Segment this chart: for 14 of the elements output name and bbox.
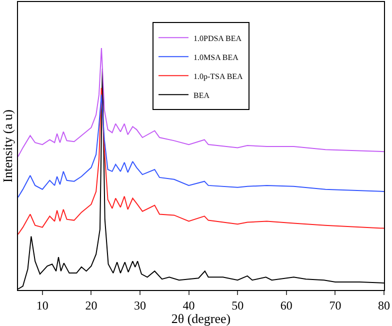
y-axis-title: Intensity (a u) <box>0 110 15 182</box>
x-tick-label: 40 <box>182 298 195 312</box>
x-tick-label: 70 <box>329 298 342 312</box>
x-tick-label: 50 <box>232 298 244 312</box>
legend-label: 1.0MSA BEA <box>194 52 239 62</box>
x-tick-label: 80 <box>378 298 390 312</box>
x-axis-title: 2θ (degree) <box>171 311 231 326</box>
legend-label: 1.0p-TSA BEA <box>194 72 244 81</box>
x-tick-label: 60 <box>280 298 292 312</box>
x-tick-label: 30 <box>134 298 146 312</box>
legend-label: BEA <box>194 90 210 100</box>
x-tick-label: 10 <box>36 298 48 312</box>
legend-label: 1.0PDSA BEA <box>194 34 242 43</box>
x-tick-label: 20 <box>85 298 98 312</box>
